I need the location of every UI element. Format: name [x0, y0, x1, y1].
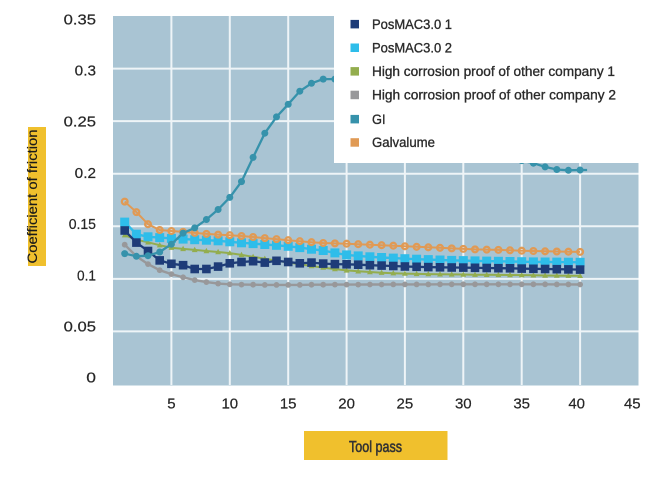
svg-text:40: 40 — [568, 396, 585, 413]
svg-text:0.15: 0.15 — [69, 217, 96, 233]
svg-text:GI: GI — [372, 112, 386, 128]
svg-text:PosMAC3.0 1: PosMAC3.0 1 — [372, 17, 452, 33]
svg-text:High corrosion proof of other: High corrosion proof of other company 1 — [372, 64, 615, 80]
svg-text:0.1: 0.1 — [77, 268, 96, 284]
svg-text:25: 25 — [397, 396, 414, 413]
svg-text:5: 5 — [167, 396, 175, 413]
svg-text:0.25: 0.25 — [64, 115, 96, 131]
svg-text:0.3: 0.3 — [75, 64, 96, 80]
svg-text:Galvalume: Galvalume — [372, 135, 435, 151]
svg-text:High corrosion proof of other: High corrosion proof of other company 2 — [372, 88, 616, 104]
svg-text:35: 35 — [513, 396, 530, 413]
svg-text:0.05: 0.05 — [64, 319, 96, 335]
svg-text:Coefficient of friction: Coefficient of friction — [25, 130, 40, 264]
svg-text:10: 10 — [221, 396, 238, 413]
svg-text:15: 15 — [280, 396, 297, 413]
svg-text:Tool pass: Tool pass — [349, 439, 402, 456]
svg-text:30: 30 — [455, 396, 472, 413]
svg-text:20: 20 — [338, 396, 355, 413]
svg-text:0: 0 — [86, 371, 96, 387]
svg-text:45: 45 — [624, 396, 641, 413]
svg-text:PosMAC3.0 2: PosMAC3.0 2 — [372, 41, 452, 57]
svg-text:0.35: 0.35 — [64, 12, 96, 28]
svg-text:0.2: 0.2 — [75, 166, 96, 182]
